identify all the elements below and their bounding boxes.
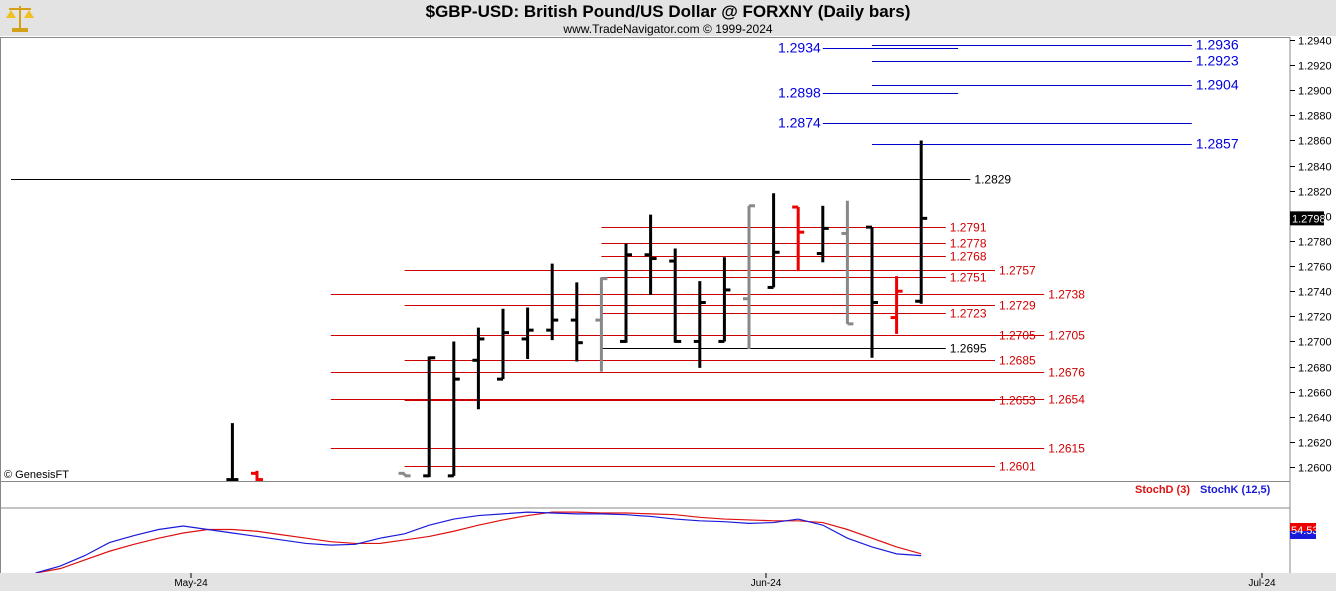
level-label-1.2751: 1.2751 — [950, 271, 987, 285]
stoch-legend-d: StochD (3) — [1135, 484, 1190, 496]
ohlc-bar-7 — [521, 307, 534, 360]
ohlc-bar-5 — [472, 327, 485, 410]
ohlc-bar-11 — [620, 243, 632, 343]
level-label-1.2934: 1.2934 — [778, 40, 821, 56]
level-label-1.2676: 1.2676 — [1048, 366, 1085, 380]
y-tick-label: 1.2940 — [1298, 36, 1332, 48]
level-label-1.2778: 1.2778 — [950, 237, 987, 251]
ohlc-bar-22 — [890, 276, 903, 334]
chart-subtitle: www.TradeNavigator.com © 1999-2024 — [563, 22, 773, 36]
chart-header — [0, 0, 1336, 36]
level-label-1.2857: 1.2857 — [1196, 136, 1239, 152]
stoch-line-k — [35, 511, 922, 574]
x-tick-label: Jun-24 — [751, 578, 782, 589]
level-label-1.2738: 1.2738 — [1048, 288, 1085, 302]
y-tick-label: 1.2900 — [1298, 86, 1332, 98]
ohlc-bar-8 — [546, 263, 559, 341]
y-tick-label: 1.2720 — [1298, 312, 1332, 324]
level-label-1.2829: 1.2829 — [974, 173, 1011, 187]
stoch-plot-frame — [0, 481, 1291, 574]
level-label-1.2653: 1.2653 — [999, 394, 1036, 408]
stoch-badge-text: 54.53 — [1291, 525, 1319, 537]
level-label-1.2768: 1.2768 — [950, 250, 987, 264]
y-tick-label: 1.2740 — [1298, 287, 1332, 299]
watermark-text: © GenesisFT — [4, 469, 69, 481]
chart-title: $GBP-USD: British Pound/US Dollar @ FORX… — [425, 2, 911, 21]
ohlc-bar-10 — [595, 277, 608, 372]
y-tick-label: 1.2840 — [1298, 162, 1332, 174]
y-tick-label: 1.2640 — [1298, 413, 1332, 425]
level-label-1.2757: 1.2757 — [999, 264, 1036, 278]
last-price-badge — [1290, 211, 1324, 226]
y-tick-label: 1.2820 — [1298, 187, 1332, 199]
y-tick-label: 1.2780 — [1298, 237, 1332, 249]
last-price-badge-text: 1.2798 — [1292, 213, 1326, 225]
ohlc-bar-9 — [570, 282, 583, 362]
stoch-legend-k: StochK (12,5) — [1200, 484, 1271, 496]
y-tick-label: 1.2860 — [1298, 136, 1332, 148]
ohlc-bar-23 — [915, 140, 928, 304]
price-plot-frame — [0, 37, 1291, 482]
level-label-1.2729: 1.2729 — [999, 299, 1036, 313]
y-tick-label: 1.2680 — [1298, 363, 1332, 375]
ohlc-bar-17 — [767, 193, 780, 289]
stoch-badge-d — [1290, 523, 1316, 531]
ohlc-bar-14 — [693, 281, 706, 368]
level-label-1.2654: 1.2654 — [1048, 393, 1085, 407]
axes: 1.2940 1.2920 1.2900 1.2880 1.2860 1.2840 1.28… — [0, 36, 1336, 591]
stoch-badge-k — [1290, 531, 1316, 539]
ohlc-bar-2 — [398, 471, 411, 478]
ohlc-bar-13 — [669, 248, 682, 343]
level-label-1.2601: 1.2601 — [999, 460, 1036, 474]
y-tick-label: 1.2660 — [1298, 388, 1332, 400]
stoch-line-d — [35, 511, 922, 574]
x-axis-band — [0, 573, 1336, 591]
level-label-1.2904: 1.2904 — [1196, 77, 1239, 93]
y-tick-label: 1.2920 — [1298, 61, 1332, 73]
level-label-1.2705: 1.2705 — [1048, 329, 1085, 343]
ohlc-bar-19 — [816, 205, 829, 263]
level-label-1.2923: 1.2923 — [1196, 53, 1239, 69]
y-tick-label: 1.2600 — [1298, 463, 1332, 475]
y-tick-label: 1.2760 — [1298, 262, 1332, 274]
y-tick-label: 1.2880 — [1298, 111, 1332, 123]
ohlc-bar-21 — [866, 225, 878, 358]
ohlc-bar-15 — [718, 257, 731, 343]
y-axis-band — [1290, 37, 1336, 573]
ohlc-bar-16 — [743, 204, 755, 349]
level-label-1.2874: 1.2874 — [778, 115, 821, 131]
ohlc-bar-20 — [841, 200, 854, 326]
level-label-1.2695: 1.2695 — [950, 342, 987, 356]
x-tick-label: May-24 — [174, 578, 208, 589]
stochastic-panel: StochD (3) StochK (12,5) — [0, 481, 1291, 574]
level-label-1.2898: 1.2898 — [778, 85, 821, 101]
y-tick-label: 1.2620 — [1298, 438, 1332, 450]
ohlc-bar-4 — [447, 341, 460, 478]
x-tick-label: Jul-24 — [1248, 578, 1276, 589]
scales-logo-icon — [6, 6, 34, 32]
level-label-1.2723: 1.2723 — [950, 307, 987, 321]
ohlc-bar-6 — [497, 308, 509, 381]
level-label-1.2936: 1.2936 — [1196, 37, 1239, 53]
ohlc-bar-3 — [423, 356, 436, 478]
level-label-1.2615: 1.2615 — [1048, 442, 1085, 456]
level-label-1.2791: 1.2791 — [950, 221, 987, 235]
y-tick-label: 1.2700 — [1298, 337, 1332, 349]
ohlc-bar-12 — [644, 214, 657, 295]
level-label-1.2685: 1.2685 — [999, 354, 1036, 368]
ohlc-bar-18 — [792, 205, 805, 272]
